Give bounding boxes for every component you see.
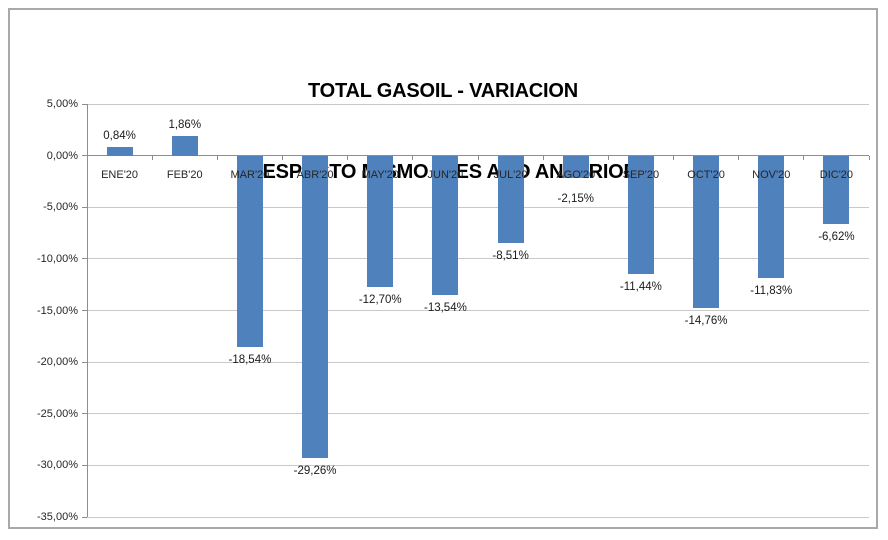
x-axis-tick [151, 155, 153, 160]
y-axis-tick [82, 413, 87, 415]
gridline [87, 464, 869, 466]
bar-SEP'20 [627, 155, 654, 274]
x-axis-tick [607, 155, 609, 160]
bar-NOV'20 [758, 155, 785, 278]
y-axis-tick [82, 516, 87, 518]
data-label: -14,76% [684, 315, 728, 328]
y-axis-tick [82, 206, 87, 208]
gridline [87, 413, 869, 415]
y-axis-tick [82, 361, 87, 363]
data-label: -11,83% [750, 284, 793, 297]
data-label: 1,86% [168, 119, 202, 132]
x-axis-tick [738, 155, 740, 160]
category-label: OCT'20 [687, 168, 725, 181]
x-axis-tick [803, 155, 805, 160]
y-axis-tick [82, 258, 87, 260]
category-label: AGO'20 [556, 168, 596, 181]
chart-frame: TOTAL GASOIL - VARIACION RESPECTO MISMO … [8, 8, 878, 529]
gridline [87, 310, 869, 311]
x-axis-tick [868, 155, 870, 160]
y-axis-tick-label: 5,00% [46, 98, 78, 110]
category-label: JUN'20 [427, 168, 464, 181]
y-axis-tick [82, 464, 87, 466]
category-label: MAR'20 [230, 168, 270, 181]
y-axis-tick-label: -35,00% [37, 511, 78, 523]
plot-area: 5,00% 0,00% -5,00% -10,00% -15,00% -20,00% -25… [10, 10, 876, 527]
gridline [87, 516, 869, 518]
bar-FEB'20 [171, 136, 198, 156]
x-axis-tick [216, 155, 218, 160]
data-label: -29,26% [293, 464, 337, 477]
x-axis-tick [542, 155, 544, 160]
chart-title-line1: TOTAL GASOIL - VARIACION [307, 80, 579, 102]
category-label: NOV'20 [752, 168, 791, 181]
bar-MAY'20 [367, 155, 394, 287]
x-axis-tick [673, 155, 674, 160]
category-label: ENE'20 [101, 168, 139, 181]
category-label: FEB'20 [166, 168, 203, 181]
x-axis-tick [347, 155, 349, 160]
data-label: -12,70% [358, 293, 402, 306]
x-axis-tick [477, 155, 479, 160]
bar-ENE'20 [106, 146, 133, 156]
data-label: 0,84% [103, 129, 136, 142]
data-label: -6,62% [818, 230, 855, 243]
y-axis-tick-label: -25,00% [37, 407, 78, 420]
x-axis-tick [412, 155, 414, 160]
gridline [87, 206, 869, 208]
bar-DIC'20 [823, 155, 850, 224]
data-label: -13,54% [423, 302, 467, 315]
bar-JUL'20 [497, 155, 524, 244]
data-label: -18,54% [228, 354, 272, 367]
gridline [87, 258, 869, 260]
y-axis-line [87, 104, 88, 517]
category-label: JUL'20 [493, 168, 528, 181]
y-axis-tick [82, 310, 87, 311]
category-label: MAY'20 [361, 168, 399, 181]
y-axis-tick-label: -20,00% [37, 356, 78, 369]
x-axis-tick [86, 155, 88, 160]
y-axis-tick-label: 0,00% [46, 149, 78, 162]
data-label: -11,44% [619, 280, 662, 293]
y-axis-tick [82, 103, 87, 105]
y-axis-tick-label: -15,00% [37, 304, 78, 317]
data-label: -2,15% [557, 192, 594, 205]
data-label: -8,51% [492, 250, 529, 263]
y-axis-tick-label: -10,00% [37, 252, 78, 265]
y-axis-tick-label: -5,00% [43, 201, 78, 214]
category-label: ABR'20 [296, 168, 334, 181]
bar-MAR'20 [236, 155, 263, 348]
gridline [87, 103, 869, 105]
category-label: SEP'20 [622, 168, 660, 181]
y-axis-tick-label: -30,00% [37, 459, 78, 472]
x-axis-tick [282, 155, 283, 160]
gridline [87, 361, 869, 363]
bar-AGO'20 [562, 155, 589, 178]
bar-OCT'20 [693, 155, 720, 309]
bar-JUN'20 [432, 155, 459, 296]
bar-ABR'20 [302, 155, 329, 458]
category-label: DIC'20 [819, 168, 854, 181]
y-axis-tick [82, 155, 87, 157]
